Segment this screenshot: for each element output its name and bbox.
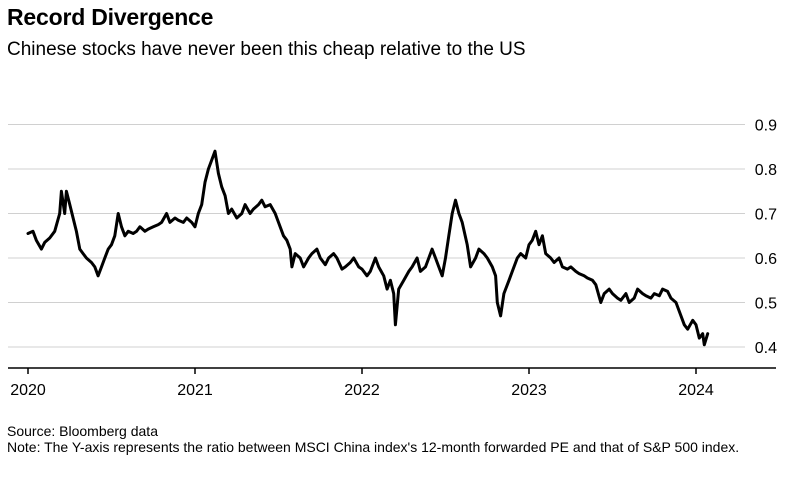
chart-subtitle: Chinese stocks have never been this chea… <box>7 39 526 60</box>
y-tick-label-0.6: 0.6 <box>755 251 777 268</box>
y-tick-label-0.5: 0.5 <box>755 296 777 313</box>
x-tick-label-2023: 2023 <box>511 382 547 399</box>
y-axis-ticks: 0.4 0.5 0.6 0.7 0.8 0.9 <box>755 118 777 358</box>
y-tick-label-0.7: 0.7 <box>755 207 777 224</box>
line-chart: 0.4 0.5 0.6 0.7 0.8 0.9 2020 2021 2022 2023 2024 <box>8 118 777 399</box>
y-tick-label-0.8: 0.8 <box>755 162 777 179</box>
series-line-0 <box>26 149 710 347</box>
chart-title: Record Divergence <box>7 4 214 30</box>
series-layer <box>26 149 710 347</box>
y-tick-label-0.4: 0.4 <box>755 340 777 357</box>
x-axis: 2020 2021 2022 2023 2024 <box>8 367 776 399</box>
x-tick-label-2022: 2022 <box>344 382 380 399</box>
source-note: Source: Bloomberg data <box>7 423 158 439</box>
y-tick-label-0.9: 0.9 <box>755 118 777 135</box>
x-tick-label-2020: 2020 <box>10 382 46 399</box>
x-tick-label-2021: 2021 <box>177 382 213 399</box>
gridlines <box>8 124 745 348</box>
chart-footer: Source: Bloomberg data Note: The Y-axis … <box>7 423 779 455</box>
axis-note: Note: The Y-axis represents the ratio be… <box>7 439 740 455</box>
x-tick-label-2024: 2024 <box>678 382 714 399</box>
